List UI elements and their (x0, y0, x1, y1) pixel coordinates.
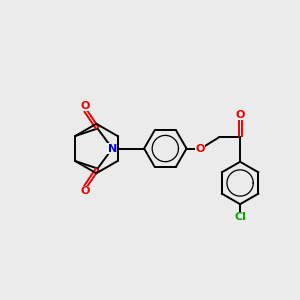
Text: O: O (236, 110, 245, 120)
Text: O: O (80, 101, 90, 111)
Text: N: N (108, 143, 117, 154)
Text: O: O (80, 186, 90, 196)
Text: Cl: Cl (234, 212, 246, 222)
Text: O: O (195, 143, 204, 154)
